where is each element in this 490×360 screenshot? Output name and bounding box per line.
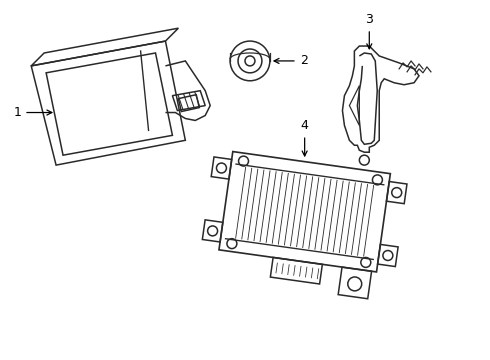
Text: 3: 3 [366,13,373,49]
Text: 1: 1 [13,106,52,119]
Text: 4: 4 [301,120,309,156]
Text: 2: 2 [274,54,308,67]
